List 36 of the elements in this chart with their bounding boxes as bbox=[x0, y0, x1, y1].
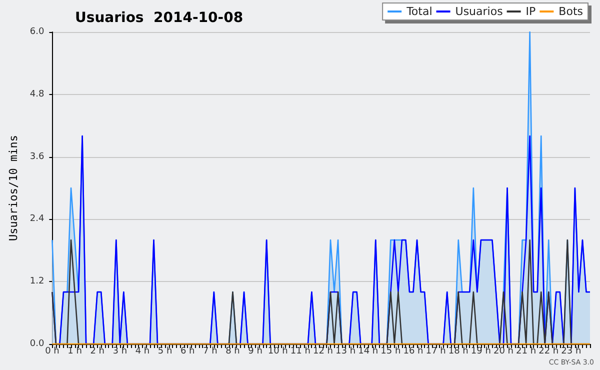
x-tick-label: 18 h bbox=[448, 346, 468, 356]
x-tick-label: 1 h bbox=[68, 346, 82, 356]
legend-label: Total bbox=[406, 5, 432, 18]
y-tick-label: 2.4 bbox=[30, 214, 44, 224]
legend-label: Usuarios bbox=[455, 5, 504, 18]
x-tick-label: 17 h bbox=[426, 346, 446, 356]
x-tick-label: 14 h bbox=[358, 346, 378, 356]
x-tick-label: 11 h bbox=[290, 346, 310, 356]
x-tick-label: 21 h bbox=[516, 346, 536, 356]
x-tick-label: 3 h bbox=[112, 346, 128, 356]
x-tick-label: 7 h bbox=[203, 346, 218, 356]
y-tick-label: 0.0 bbox=[30, 339, 44, 349]
x-tick-label: 5 h bbox=[158, 346, 172, 356]
x-tick-label: 6 h bbox=[180, 346, 195, 356]
chart-title: Usuarios 2014-10-08 bbox=[75, 10, 244, 26]
x-tick-label: 9 h bbox=[248, 346, 262, 356]
x-tick-label: 4 h bbox=[135, 346, 150, 356]
x-tick-label: 13 h bbox=[336, 346, 356, 356]
x-tick-label: 2 h bbox=[90, 346, 104, 356]
x-tick-label: 22 h bbox=[538, 346, 559, 356]
x-tick-label: 16 h bbox=[403, 346, 424, 356]
x-tick-label: 20 h bbox=[493, 346, 514, 356]
y-tick-label: 3.6 bbox=[30, 152, 44, 162]
y-tick-label: 1.2 bbox=[30, 276, 44, 287]
legend-label: Bots bbox=[558, 5, 584, 18]
y-tick-label: 4.8 bbox=[30, 89, 44, 100]
x-tick-label: 10 h bbox=[268, 346, 288, 356]
legend-label: IP bbox=[526, 5, 536, 18]
x-tick-label: 0 h bbox=[45, 346, 60, 356]
y-tick-label: 6.0 bbox=[30, 27, 44, 37]
x-tick-label: 15 h bbox=[380, 346, 401, 356]
x-tick-label: 23 h bbox=[561, 346, 582, 356]
x-tick-label: 8 h bbox=[226, 346, 240, 356]
y-axis-title: Usuarios/10 mins bbox=[7, 135, 20, 241]
x-tick-label: 12 h bbox=[312, 346, 334, 356]
x-tick-label: 19 h bbox=[470, 346, 491, 356]
